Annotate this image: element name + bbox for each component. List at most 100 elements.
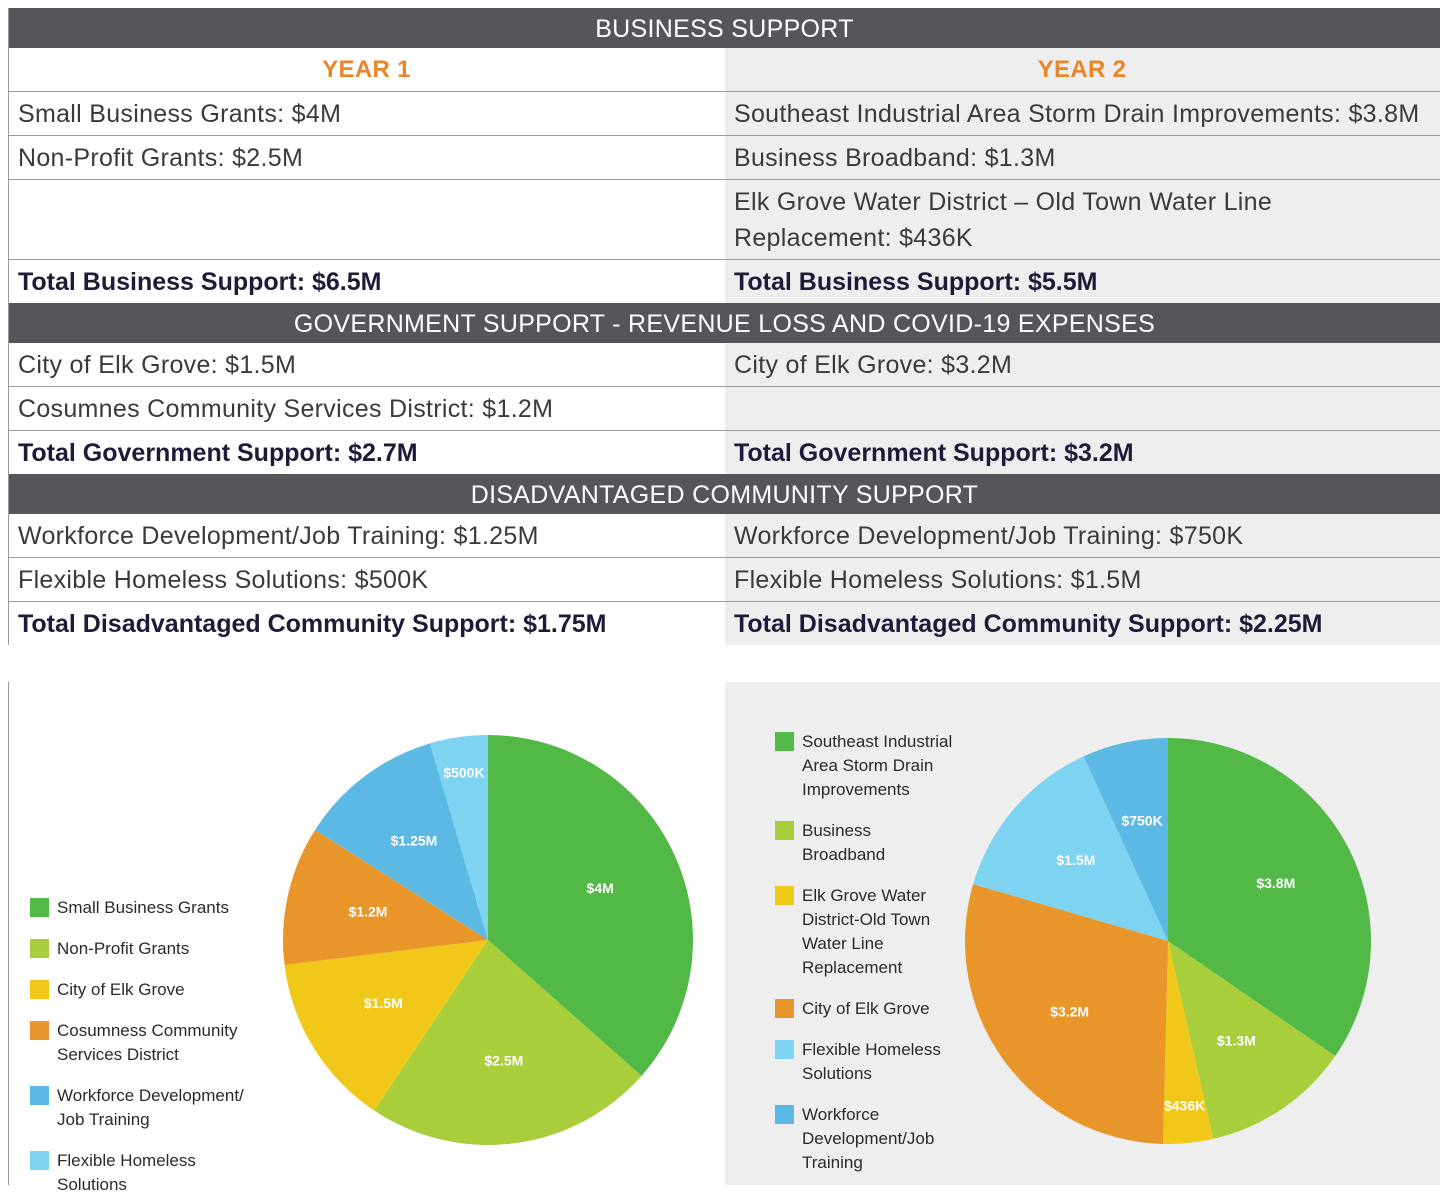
pie-slice (1168, 738, 1371, 1057)
legend-swatch (30, 898, 49, 917)
table-row: Cosumnes Community Services District: $1… (9, 387, 1440, 431)
slice-label: $3.2M (1050, 1004, 1089, 1020)
legend-item: Cosumness Community Services District (30, 1019, 270, 1067)
table-cell: Flexible Homeless Solutions: $1.5M (725, 558, 1440, 601)
legend-label: Flexible Homeless Solutions (57, 1151, 196, 1194)
total-cell: Total Business Support: $6.5M (9, 260, 725, 303)
legend-item: Flexible Homeless Solutions (775, 1038, 955, 1086)
table-cell: City of Elk Grove: $1.5M (9, 343, 725, 386)
section-header: BUSINESS SUPPORT (9, 8, 1440, 48)
legend-label: City of Elk Grove (57, 980, 185, 999)
table-row: Workforce Development/Job Training: $1.2… (9, 514, 1440, 558)
funding-table: BUSINESS SUPPORT YEAR 1 YEAR 2 Small Busine… (8, 8, 1440, 645)
pie-slice (973, 756, 1168, 941)
table-cell: Non-Profit Grants: $2.5M (9, 136, 725, 179)
table-row: Flexible Homeless Solutions: $500K Flexib… (9, 558, 1440, 602)
total-cell: Total Business Support: $5.5M (725, 260, 1440, 303)
legend-item: Business Broadband (775, 819, 955, 867)
table-cell (9, 180, 725, 259)
legend-swatch (30, 1021, 49, 1040)
legend-item: Workforce Development/ Job Training (30, 1084, 270, 1132)
legend-label: Non-Profit Grants (57, 939, 190, 958)
legend-swatch (775, 821, 794, 840)
pie-slice (1168, 941, 1336, 1139)
total-cell: Total Government Support: $3.2M (725, 431, 1440, 474)
section-header: GOVERNMENT SUPPORT - REVENUE LOSS AND CO… (9, 303, 1440, 343)
legend-label: Cosumness Community Services District (57, 1021, 238, 1064)
slice-label: $436K (1164, 1097, 1205, 1113)
legend-label: Southeast Industrial Area Storm Drain Im… (802, 732, 953, 799)
table-cell (725, 387, 1440, 430)
pie-slice (488, 735, 693, 1076)
legend-label: Business Broadband (802, 821, 886, 864)
legend-label: Workforce Development/Job Training (802, 1105, 935, 1172)
legend-swatch (30, 1151, 49, 1170)
legend-label: Elk Grove Water District-Old Town Water … (802, 886, 931, 977)
legend-label: Small Business Grants (57, 898, 229, 917)
pie-slice (1083, 738, 1168, 941)
legend-item: City of Elk Grove (30, 978, 270, 1002)
year-label: YEAR 2 (725, 48, 1440, 91)
legend-swatch (30, 939, 49, 958)
table-cell: Southeast Industrial Area Storm Drain Im… (725, 92, 1440, 135)
slice-label: $1.2M (349, 904, 388, 920)
pie-slice (315, 743, 488, 940)
legend-item: Southeast Industrial Area Storm Drain Im… (775, 730, 955, 802)
legend-label: Workforce Development/ Job Training (57, 1086, 244, 1129)
year-row: YEAR 1 YEAR 2 (9, 48, 1440, 92)
legend-label: City of Elk Grove (802, 999, 930, 1018)
pie-slice (1163, 941, 1214, 1144)
table-cell: Small Business Grants: $4M (9, 92, 725, 135)
table-row: City of Elk Grove: $1.5M City of Elk Grov… (9, 343, 1440, 387)
table-cell: Workforce Development/Job Training: $750… (725, 514, 1440, 557)
legend: Small Business Grants Non-Profit Grants Ci… (30, 896, 270, 1197)
charts: $4M $2.5M $1.5M $1.2M $1.25M $500K $3.8M $1.3M $… (8, 682, 1440, 1185)
slice-label: $4M (587, 880, 614, 896)
table-cell: Flexible Homeless Solutions: $500K (9, 558, 725, 601)
legend: Southeast Industrial Area Storm Drain Im… (775, 730, 955, 1175)
slice-label: $500K (443, 764, 484, 780)
table-cell: City of Elk Grove: $3.2M (725, 343, 1440, 386)
table-cell: Elk Grove Water District – Old Town Wate… (725, 180, 1440, 259)
legend-item: Small Business Grants (30, 896, 270, 920)
total-cell: Total Disadvantaged Community Support: $… (9, 602, 725, 645)
pie-slice (374, 940, 642, 1145)
legend-swatch (775, 999, 794, 1018)
legend-item: Non-Profit Grants (30, 937, 270, 961)
legend-swatch (775, 1040, 794, 1059)
table-row: Elk Grove Water District – Old Town Wate… (9, 180, 1440, 260)
pie-slice (965, 884, 1168, 1144)
slice-label: $750K (1121, 813, 1162, 829)
table-row: Non-Profit Grants: $2.5M Business Broadba… (9, 136, 1440, 180)
pie-slice (284, 940, 488, 1111)
total-row: Total Business Support: $6.5M Total Busin… (9, 260, 1440, 303)
pie-slice (283, 829, 488, 965)
legend-swatch (30, 980, 49, 999)
pie-slice (429, 735, 488, 940)
legend-swatch (775, 1105, 794, 1124)
slice-label: $2.5M (484, 1053, 523, 1069)
legend-item: Elk Grove Water District-Old Town Water … (775, 884, 955, 980)
legend-label: Flexible Homeless Solutions (802, 1040, 941, 1083)
year-label: YEAR 1 (9, 48, 725, 91)
section-header: DISADVANTAGED COMMUNITY SUPPORT (9, 474, 1440, 514)
legend-swatch (775, 732, 794, 751)
legend-swatch (775, 886, 794, 905)
slice-label: $1.5M (364, 995, 403, 1011)
table-cell: Business Broadband: $1.3M (725, 136, 1440, 179)
legend-item: Flexible Homeless Solutions (30, 1149, 270, 1197)
table-cell: Workforce Development/Job Training: $1.2… (9, 514, 725, 557)
total-cell: Total Government Support: $2.7M (9, 431, 725, 474)
slice-label: $1.5M (1056, 852, 1095, 868)
legend-item: City of Elk Grove (775, 997, 955, 1021)
table-row: Small Business Grants: $4M Southeast Indu… (9, 92, 1440, 136)
total-row: Total Government Support: $2.7M Total Gov… (9, 431, 1440, 474)
slice-label: $3.8M (1256, 875, 1295, 891)
legend-item: Workforce Development/Job Training (775, 1103, 955, 1175)
slice-label: $1.25M (391, 832, 438, 848)
total-cell: Total Disadvantaged Community Support: $… (725, 602, 1440, 645)
slice-label: $1.3M (1217, 1032, 1256, 1048)
total-row: Total Disadvantaged Community Support: $… (9, 602, 1440, 645)
table-cell: Cosumnes Community Services District: $1… (9, 387, 725, 430)
